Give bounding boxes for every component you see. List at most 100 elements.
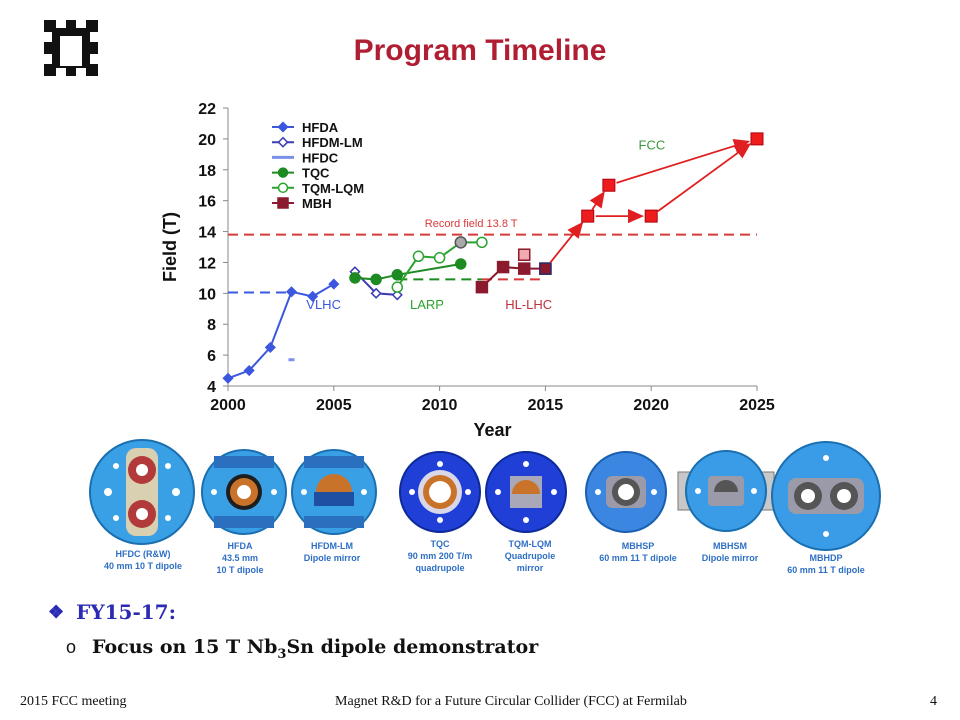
mbhdp-magnet-image [771, 441, 881, 551]
y-tick-label: 8 [207, 317, 216, 334]
caption-line: HFDA [227, 541, 253, 551]
legend-marker-hfda [277, 121, 289, 133]
legend-label-hfdc: HFDC [302, 150, 339, 165]
caption-line: TQC [430, 539, 450, 549]
x-tick-label: 2025 [739, 397, 775, 414]
x-tick-label: 2005 [316, 397, 352, 414]
caption-line: HFDC (R&W) [115, 549, 171, 559]
legend-marker-hfdm-lm [277, 136, 289, 148]
x-tick-label: 2010 [422, 397, 458, 414]
series-line-mbh [481, 266, 546, 288]
y-tick-label: 4 [207, 379, 216, 396]
mbhsp-caption: MBHSP 60 mm 11 T dipole [588, 540, 688, 564]
fcc-data-point [644, 209, 658, 223]
footer-center: Magnet R&D for a Future Circular Collide… [335, 694, 687, 709]
y-tick-label: 20 [198, 132, 216, 149]
hfda-caption: HFDA 43.5 mm 10 T dipole [200, 540, 280, 576]
sub-bullet-suffix: Sn dipole demonstrator [286, 636, 539, 658]
legend-label-hfdm-lm: HFDM-LM [302, 135, 363, 150]
chart-annotation: LARP [410, 297, 444, 312]
footer-left: 2015 FCC meeting [20, 694, 127, 709]
caption-line: 43.5 mm [221, 553, 259, 563]
fcc-arrow [657, 143, 752, 213]
legend-marker-tqc [277, 167, 289, 178]
data-point-hfda [264, 341, 276, 353]
y-axis-label: Field (T) [160, 212, 180, 282]
data-point-hfdc [288, 358, 295, 362]
data-point-tqc [391, 269, 404, 281]
data-point-hfdm-lm [391, 289, 403, 301]
hfdm-lm-caption: HFDM-LM Dipole mirror [292, 540, 372, 564]
data-point-mbh [475, 280, 489, 294]
data-point-mbh [496, 260, 510, 274]
chart-annotation: FCC [639, 138, 666, 153]
hfdc-caption: HFDC (R&W) 40 mm 10 T dipole [92, 548, 194, 572]
caption-line: MBHDP [809, 553, 843, 563]
chart-annotation: Record field 13.8 T [425, 218, 518, 230]
chart-annotation: VLHC [306, 297, 341, 312]
bullet-list: ❖ FY15-17: o Focus on 15 T Nb3Sn dipole … [48, 600, 538, 662]
highlight-point [454, 236, 468, 249]
fcc-data-point [581, 209, 595, 223]
y-tick-label: 18 [198, 163, 216, 180]
slide-title: Program Timeline [353, 34, 607, 67]
bullet-heading-text: FY15-17: [76, 600, 176, 624]
tqc-caption: TQC 90 mm 200 T/m quadrupole [400, 538, 480, 574]
data-point-tqm-lqm [433, 252, 446, 264]
y-tick-label: 16 [198, 194, 216, 211]
data-point-tqm-lqm [412, 250, 425, 263]
x-axis-label: Year [473, 420, 511, 440]
x-tick-label: 2020 [633, 397, 669, 414]
caption-line: 60 mm 11 T dipole [787, 565, 865, 575]
sub-bullet-marker: o [66, 637, 77, 657]
data-point-tqc [455, 258, 467, 270]
caption-line: MBHSP [621, 541, 655, 551]
chart-annotation: HL-LHC [505, 297, 552, 312]
legend-label-tqm-lqm: TQM-LQM [302, 181, 364, 196]
data-point-mbh [517, 262, 531, 275]
sub-bullet: o Focus on 15 T Nb3Sn dipole demonstrato… [66, 636, 538, 662]
series-line-tqc [354, 263, 461, 281]
fcc-arrow [616, 139, 751, 184]
hfdm-lm-magnet-image [291, 449, 377, 535]
caption-line: 40 mm 10 T dipole [103, 561, 183, 571]
y-tick-label: 12 [198, 255, 216, 272]
data-point-hfda [285, 286, 298, 298]
caption-line: quadrupole [415, 563, 465, 573]
caption-line: 10 T dipole [216, 565, 264, 575]
caption-line: HFDM-LM [311, 541, 353, 551]
footer-page-number: 4 [930, 694, 937, 709]
legend-marker-mbh [277, 197, 289, 209]
y-tick-label: 22 [198, 101, 216, 118]
hfda-magnet-image [201, 449, 287, 535]
mbhdp-caption: MBHDP 60 mm 11 T dipole [774, 552, 878, 576]
caption-line: MBHSM [713, 541, 747, 551]
highlight-point [517, 248, 531, 261]
fcc-arrow [589, 191, 605, 211]
mbhsm-magnet-image [677, 450, 775, 532]
x-tick-label: 2000 [210, 397, 246, 414]
legend-label-hfda: HFDA [302, 120, 339, 135]
sub-bullet-prefix: Focus on 15 T Nb [92, 636, 278, 658]
data-point-hfda [307, 290, 319, 302]
y-tick-label: 14 [198, 225, 216, 242]
fcc-data-point [602, 178, 616, 192]
caption-line: TQM-LQM [508, 539, 552, 549]
legend-label-tqc: TQC [302, 166, 330, 181]
caption-line: mirror [516, 563, 544, 573]
diamond-bullet-icon: ❖ [48, 601, 65, 623]
mbhsm-caption: MBHSM Dipole mirror [690, 540, 770, 564]
data-point-tqc [349, 272, 361, 284]
caption-line: Quadrupole [504, 551, 556, 561]
caption-line: 60 mm 11 T dipole [599, 553, 677, 563]
caption-line: Dipole mirror [701, 553, 759, 563]
data-point-hfda [222, 372, 234, 384]
caption-line: 90 mm 200 T/m [407, 551, 473, 561]
hfdc-magnet-image [89, 439, 195, 545]
caption-line: Dipole mirror [303, 553, 361, 563]
x-tick-label: 2015 [528, 397, 564, 414]
fcc-arrow [549, 221, 584, 263]
highlight-point [539, 262, 552, 275]
fcc-data-point [750, 132, 764, 146]
y-tick-label: 6 [207, 348, 216, 365]
